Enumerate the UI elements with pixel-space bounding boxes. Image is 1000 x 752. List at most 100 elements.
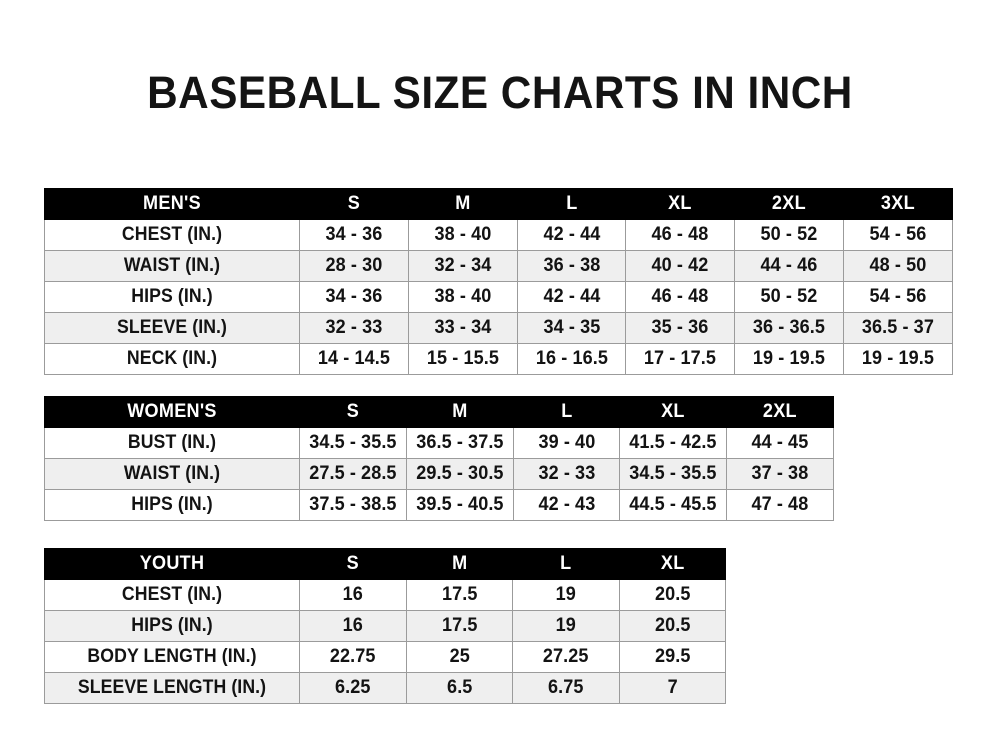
measurement-value: 7 bbox=[618, 672, 726, 704]
table-row: SLEEVE (IN.) 32 - 33 33 - 34 34 - 35 35 - 36… bbox=[44, 312, 953, 344]
size-column-header-text: M bbox=[452, 401, 468, 422]
measurement-value-text: 47 - 48 bbox=[751, 494, 809, 515]
measurement-label: SLEEVE (IN.) bbox=[44, 312, 300, 344]
category-header-youth: YOUTH bbox=[44, 548, 300, 580]
measurement-value: 34 - 35 bbox=[516, 312, 627, 344]
size-column-header-text: S bbox=[346, 553, 359, 574]
measurement-value: 20.5 bbox=[618, 579, 726, 611]
measurement-label-text: WAIST (IN.) bbox=[123, 463, 221, 484]
measurement-value-text: 39.5 - 40.5 bbox=[416, 494, 504, 515]
size-column-header-text: S bbox=[347, 193, 361, 214]
measurement-label-text: SLEEVE (IN.) bbox=[116, 317, 228, 338]
size-column-header-text: L bbox=[565, 193, 578, 214]
measurement-value: 6.75 bbox=[512, 672, 620, 704]
size-column-header-s: S bbox=[299, 188, 409, 220]
measurement-value-text: 36 - 38 bbox=[543, 255, 601, 276]
measurement-label: NECK (IN.) bbox=[44, 343, 300, 375]
size-column-header-text: L bbox=[560, 401, 573, 422]
size-column-header-s: S bbox=[299, 548, 407, 580]
size-column-header-2xl: 2XL bbox=[734, 188, 845, 220]
measurement-value: 46 - 48 bbox=[625, 219, 736, 251]
measurement-value: 54 - 56 bbox=[843, 219, 953, 251]
table-row: BUST (IN.) 34.5 - 35.5 36.5 - 37.5 39 - 40 4… bbox=[44, 427, 834, 459]
measurement-value-text: 6.5 bbox=[446, 677, 472, 698]
measurement-value-text: 29.5 - 30.5 bbox=[416, 463, 504, 484]
size-column-header-xl: XL bbox=[618, 548, 726, 580]
mens-size-table: MEN'S S M L XL 2XL 3XL CHEST (IN.) 34 - 36 38 - 4… bbox=[44, 188, 953, 375]
measurement-value-text: 44.5 - 45.5 bbox=[629, 494, 717, 515]
measurement-value: 35 - 36 bbox=[625, 312, 736, 344]
measurement-label-text: CHEST (IN.) bbox=[121, 584, 223, 605]
measurement-value: 44 - 46 bbox=[734, 250, 845, 282]
measurement-value-text: 19 bbox=[555, 584, 576, 605]
measurement-value: 29.5 bbox=[618, 641, 726, 673]
measurement-value: 28 - 30 bbox=[299, 250, 409, 282]
measurement-value: 54 - 56 bbox=[843, 281, 953, 313]
table-row: BODY LENGTH (IN.) 22.75 25 27.25 29.5 bbox=[44, 641, 726, 673]
measurement-value: 27.5 - 28.5 bbox=[299, 458, 407, 490]
category-header-text: MEN'S bbox=[143, 193, 201, 214]
table-row: HIPS (IN.) 37.5 - 38.5 39.5 - 40.5 42 - 43 4… bbox=[44, 489, 834, 521]
measurement-value: 34.5 - 35.5 bbox=[619, 458, 728, 490]
size-column-header-xl: XL bbox=[625, 188, 736, 220]
measurement-value: 20.5 bbox=[618, 610, 726, 642]
size-column-header-text: 3XL bbox=[881, 193, 916, 214]
measurement-value: 38 - 40 bbox=[407, 219, 518, 251]
table-row: SLEEVE LENGTH (IN.) 6.25 6.5 6.75 7 bbox=[44, 672, 726, 704]
measurement-value: 42 - 43 bbox=[512, 489, 621, 521]
measurement-value: 17 - 17.5 bbox=[625, 343, 736, 375]
measurement-value-text: 42 - 44 bbox=[543, 224, 601, 245]
size-column-header-m: M bbox=[405, 396, 514, 428]
measurement-value-text: 32 - 33 bbox=[538, 463, 595, 484]
measurement-value: 42 - 44 bbox=[516, 219, 627, 251]
table-header-row: WOMEN'S S M L XL 2XL bbox=[44, 396, 834, 428]
measurement-value-text: 34 - 36 bbox=[325, 286, 383, 307]
measurement-value-text: 34 - 36 bbox=[325, 224, 383, 245]
measurement-value-text: 20.5 bbox=[654, 584, 691, 605]
measurement-value: 39 - 40 bbox=[512, 427, 621, 459]
measurement-value-text: 54 - 56 bbox=[869, 224, 927, 245]
measurement-value-text: 29.5 bbox=[654, 646, 691, 667]
category-header-text: WOMEN'S bbox=[127, 401, 217, 422]
measurement-value: 22.75 bbox=[299, 641, 407, 673]
size-column-header-text: XL bbox=[661, 401, 686, 422]
measurement-value: 33 - 34 bbox=[407, 312, 518, 344]
size-column-header-xl: XL bbox=[619, 396, 728, 428]
measurement-label-text: NECK (IN.) bbox=[126, 348, 218, 369]
measurement-value: 16 bbox=[299, 610, 407, 642]
measurement-value-text: 48 - 50 bbox=[869, 255, 927, 276]
measurement-value: 19 - 19.5 bbox=[734, 343, 845, 375]
measurement-value-text: 7 bbox=[667, 677, 678, 698]
measurement-value-text: 16 bbox=[342, 615, 363, 636]
size-column-header-text: 2XL bbox=[772, 193, 807, 214]
measurement-value: 14 - 14.5 bbox=[299, 343, 409, 375]
size-column-header-text: XL bbox=[660, 553, 685, 574]
measurement-label: SLEEVE LENGTH (IN.) bbox=[44, 672, 300, 704]
measurement-value: 15 - 15.5 bbox=[407, 343, 518, 375]
measurement-value-text: 6.25 bbox=[334, 677, 371, 698]
table-row: CHEST (IN.) 16 17.5 19 20.5 bbox=[44, 579, 726, 611]
measurement-value-text: 22.75 bbox=[329, 646, 376, 667]
measurement-value: 27.25 bbox=[512, 641, 620, 673]
measurement-label: WAIST (IN.) bbox=[44, 250, 300, 282]
size-column-header-3xl: 3XL bbox=[843, 188, 953, 220]
measurement-value-text: 15 - 15.5 bbox=[426, 348, 499, 369]
table-row: CHEST (IN.) 34 - 36 38 - 40 42 - 44 46 - 48 5… bbox=[44, 219, 953, 251]
measurement-value-text: 34.5 - 35.5 bbox=[309, 432, 397, 453]
measurement-label-text: HIPS (IN.) bbox=[131, 615, 213, 636]
measurement-value: 39.5 - 40.5 bbox=[405, 489, 514, 521]
measurement-value-text: 42 - 44 bbox=[543, 286, 601, 307]
category-header-text: YOUTH bbox=[139, 553, 205, 574]
measurement-value-text: 27.25 bbox=[542, 646, 589, 667]
measurement-value: 32 - 33 bbox=[512, 458, 621, 490]
size-column-header-text: M bbox=[451, 553, 467, 574]
size-column-header-l: L bbox=[512, 548, 620, 580]
measurement-value-text: 6.75 bbox=[547, 677, 584, 698]
measurement-value-text: 14 - 14.5 bbox=[317, 348, 390, 369]
size-column-header-text: 2XL bbox=[763, 401, 798, 422]
measurement-value: 36 - 38 bbox=[516, 250, 627, 282]
measurement-value-text: 42 - 43 bbox=[538, 494, 595, 515]
measurement-value: 36 - 36.5 bbox=[734, 312, 845, 344]
measurement-value-text: 44 - 45 bbox=[751, 432, 809, 453]
